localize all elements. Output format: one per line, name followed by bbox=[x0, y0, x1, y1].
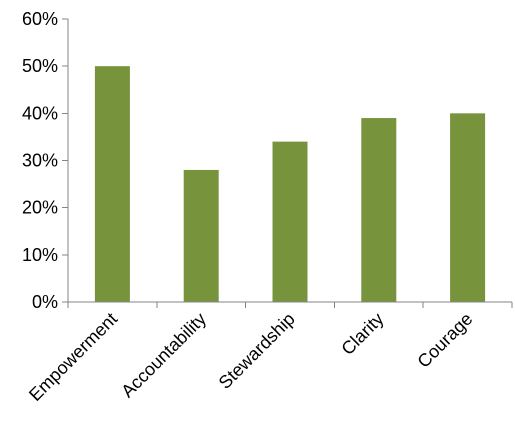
x-category-label: Accountability bbox=[117, 309, 210, 402]
x-axis-ticks bbox=[67, 302, 513, 308]
x-category-label: Empowerment bbox=[25, 309, 121, 405]
y-tick-label: 40% bbox=[22, 103, 58, 123]
bars bbox=[94, 66, 486, 303]
x-category-label: Courage bbox=[413, 309, 476, 372]
bar-accountability bbox=[183, 169, 219, 302]
y-tick-label: 0% bbox=[32, 292, 58, 312]
y-axis-ticks: 0% 10% 20% 30% 40% 50% 60% bbox=[22, 9, 68, 312]
y-tick-label: 30% bbox=[22, 151, 58, 171]
bar-courage bbox=[450, 113, 486, 302]
y-tick-label: 10% bbox=[22, 245, 58, 265]
x-category-label: Clarity bbox=[337, 309, 387, 359]
x-category-label: Stewardship bbox=[215, 309, 299, 393]
y-tick-label: 20% bbox=[22, 198, 58, 218]
bar-empowerment bbox=[94, 66, 130, 303]
y-tick-label: 60% bbox=[22, 9, 58, 29]
y-tick-label: 50% bbox=[22, 56, 58, 76]
bar-stewardship bbox=[272, 141, 308, 302]
bar-clarity bbox=[361, 118, 397, 302]
